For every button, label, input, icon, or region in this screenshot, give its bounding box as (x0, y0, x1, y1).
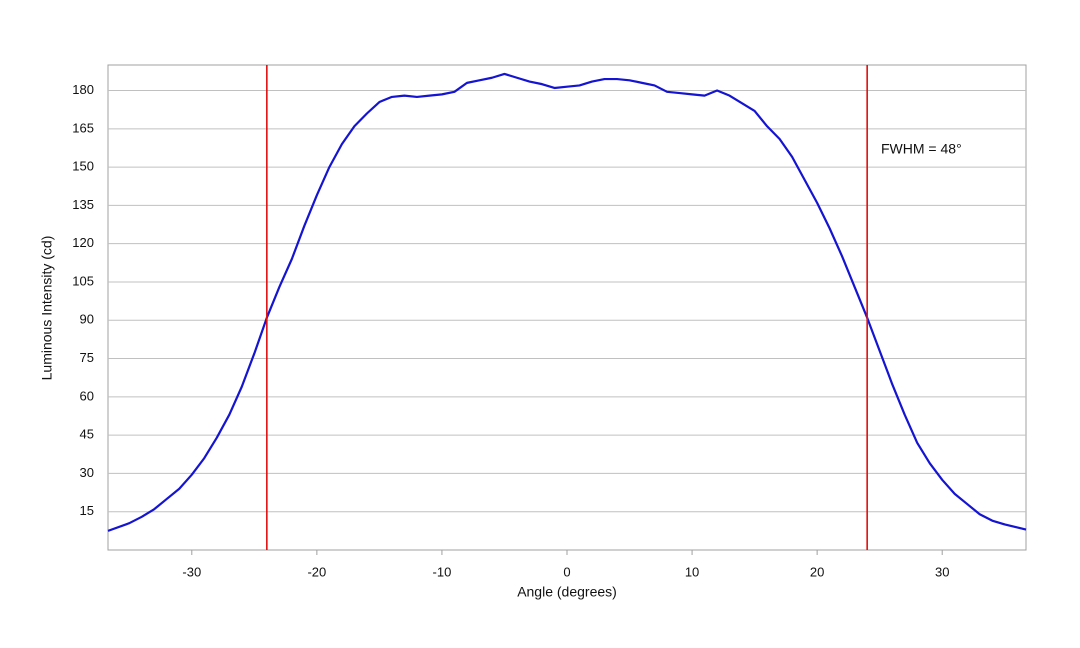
annotation: FWHM = 48° (881, 141, 962, 157)
x-axis-title: Angle (degrees) (517, 584, 617, 600)
x-tick-label: -20 (307, 564, 326, 579)
y-tick-label: 150 (72, 159, 94, 174)
y-tick-label: 60 (80, 388, 94, 403)
y-tick-label: 15 (80, 503, 94, 518)
y-tick-label: 165 (72, 120, 94, 135)
y-tick-label: 90 (80, 312, 94, 327)
y-tick-label: 180 (72, 82, 94, 97)
x-tick-label: 20 (810, 564, 824, 579)
x-tick-label: -30 (182, 564, 201, 579)
plot-frame (107, 64, 1027, 551)
y-tick-label: 45 (80, 427, 94, 442)
y-tick-label: 105 (72, 273, 94, 288)
y-tick-label: 30 (80, 465, 94, 480)
x-tick-label: 0 (563, 564, 570, 579)
x-tick-label: 10 (685, 564, 699, 579)
y-tick-label: 135 (72, 197, 94, 212)
y-axis-title: Luminous Intensity (cd) (39, 236, 55, 381)
x-tick-label: -10 (433, 564, 452, 579)
y-tick-label: 120 (72, 235, 94, 250)
y-tick-label: 75 (80, 350, 94, 365)
x-tick-label: 30 (935, 564, 949, 579)
